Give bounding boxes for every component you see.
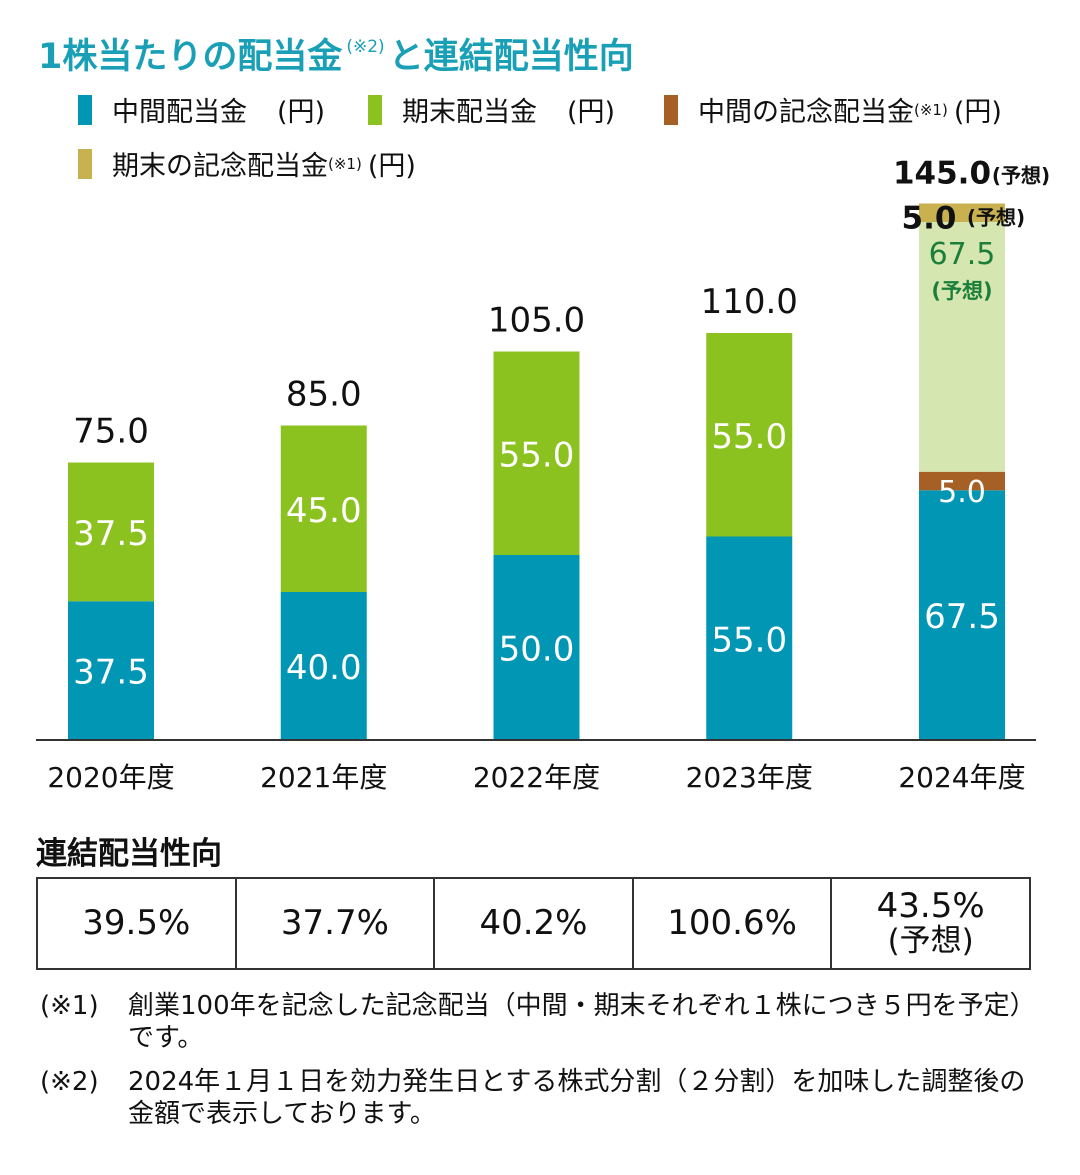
ratio-cell-2020: 39.5% xyxy=(36,877,237,970)
ratio-cell-2024: 43.5% (予想) xyxy=(830,877,1031,970)
x-tick-label: 2023年度 xyxy=(686,761,813,794)
ratio-value: 37.7% xyxy=(280,902,389,943)
bar-segment xyxy=(919,222,1005,472)
bar-value-label: 5.0 xyxy=(938,475,986,510)
x-tick-label: 2020年度 xyxy=(47,761,174,794)
legend-label: 中間の記念配当金 xyxy=(698,97,914,128)
payout-ratio-row: 39.5% 37.7% 40.2% 100.6% 43.5% (予想) xyxy=(36,877,1031,970)
legend-label: 中間配当金 xyxy=(112,97,247,128)
bar-value-label: 67.5 xyxy=(929,237,996,272)
bar-segment xyxy=(68,601,154,740)
legend-item-yearend-commemorative: 期末の記念配当金 (※1) (円) xyxy=(78,144,416,183)
forecast-label: (予想) xyxy=(992,164,1050,188)
x-tick-label: 2024年度 xyxy=(898,761,1025,794)
x-tick-label: 2022年度 xyxy=(473,761,600,794)
legend-item-yearend: 期末配当金 (円) xyxy=(368,90,615,129)
bar-value-label: 67.5 xyxy=(924,597,1000,637)
bar-value-label: 55.0 xyxy=(711,417,787,457)
bar-segment xyxy=(919,471,1005,491)
dividend-bar-chart: 37.5 37.5 75.0 2020年度 40.0 45.0 85.0 2021年度 50.0… xyxy=(36,156,1050,794)
bar-value-label: 50.0 xyxy=(499,630,575,670)
footnote-text: 2024年１月１日を効力発生日とする株式分割（２分割）を加味した調整後の金額で表… xyxy=(128,1067,1026,1129)
footnote-2: (※2) 2024年１月１日を効力発生日とする株式分割（２分割）を加味した調整後… xyxy=(40,1066,1040,1130)
bar-segment xyxy=(280,425,367,592)
title-note-mark: (※2) xyxy=(346,37,385,57)
legend-swatch xyxy=(78,148,92,179)
ratio-cell-2023: 100.6% xyxy=(631,877,833,970)
bar-value-label: 37.5 xyxy=(73,514,149,554)
footnote-text: 創業100年を記念した記念配当（中間・期末それぞれ１株につき５円を予定）です。 xyxy=(128,991,1036,1053)
legend-unit: (円) xyxy=(277,97,326,128)
legend-swatch xyxy=(664,94,678,125)
legend-unit: (円) xyxy=(367,151,416,182)
bar-segment xyxy=(68,462,154,602)
bar-segment xyxy=(919,490,1005,740)
bar-segment xyxy=(493,555,580,740)
legend-swatch xyxy=(78,94,92,125)
bar-segment xyxy=(706,333,793,537)
title-rest: と連結配当性向 xyxy=(388,37,634,77)
footnote-mark: (※2) xyxy=(40,1067,99,1097)
bar-value-label: 55.0 xyxy=(711,620,787,660)
ratio-value: 100.6% xyxy=(667,902,797,943)
legend-label: 期末配当金 xyxy=(402,97,537,128)
x-tick-label: 2021年度 xyxy=(260,761,387,794)
legend-unit: (円) xyxy=(953,97,1002,128)
legend-note: (※1) xyxy=(328,154,362,173)
total-label: 110.0 xyxy=(701,282,798,322)
ratio-value: 40.2% xyxy=(479,902,588,943)
bar-value-label: 5.0 xyxy=(902,201,957,237)
legend-item-interim: 中間配当金 (円) xyxy=(78,90,325,129)
legend-swatch xyxy=(368,94,382,125)
legend-note: (※1) xyxy=(914,100,948,119)
total-label: 75.0 xyxy=(73,412,149,452)
ratio-cell-2021: 37.7% xyxy=(234,877,436,970)
bar-value-label: 37.5 xyxy=(73,653,149,693)
bar-segment xyxy=(706,536,793,740)
bar-segment xyxy=(280,592,367,740)
forecast-label: (予想) xyxy=(931,279,992,303)
payout-ratio-table: 39.5% 37.7% 40.2% 100.6% 43.5% (予想) xyxy=(36,877,1031,970)
bar-value-label: 45.0 xyxy=(286,491,362,531)
ratio-cell-2022: 40.2% xyxy=(433,877,634,970)
footnote-mark: (※1) xyxy=(40,991,99,1021)
title-main: 1株当たりの配当金 xyxy=(38,37,343,77)
ratio-value: 39.5% xyxy=(82,902,191,943)
bar-value-label: 40.0 xyxy=(286,648,362,688)
bar-value-label: 55.0 xyxy=(499,435,575,475)
ratio-value: 43.5% xyxy=(876,886,985,927)
forecast-label: (予想) xyxy=(967,206,1025,230)
legend-item-interim-commemorative: 中間の記念配当金 (※1) (円) xyxy=(664,90,1002,129)
payout-ratio-title: 連結配当性向 xyxy=(36,836,222,872)
total-label: 85.0 xyxy=(286,375,362,415)
legend-unit: (円) xyxy=(567,97,616,128)
legend-label: 期末の記念配当金 xyxy=(112,151,328,182)
bar-segment xyxy=(493,351,580,555)
total-label: 105.0 xyxy=(488,301,585,341)
total-label: 145.0 xyxy=(893,156,991,192)
chart-title: 1株当たりの配当金 (※2) と連結配当性向 xyxy=(38,28,634,79)
footnote-1: (※1) 創業100年を記念した記念配当（中間・期末それぞれ１株につき５円を予定… xyxy=(40,990,1040,1054)
ratio-forecast-label: (予想) xyxy=(887,923,974,960)
bar-segment xyxy=(919,203,1005,222)
